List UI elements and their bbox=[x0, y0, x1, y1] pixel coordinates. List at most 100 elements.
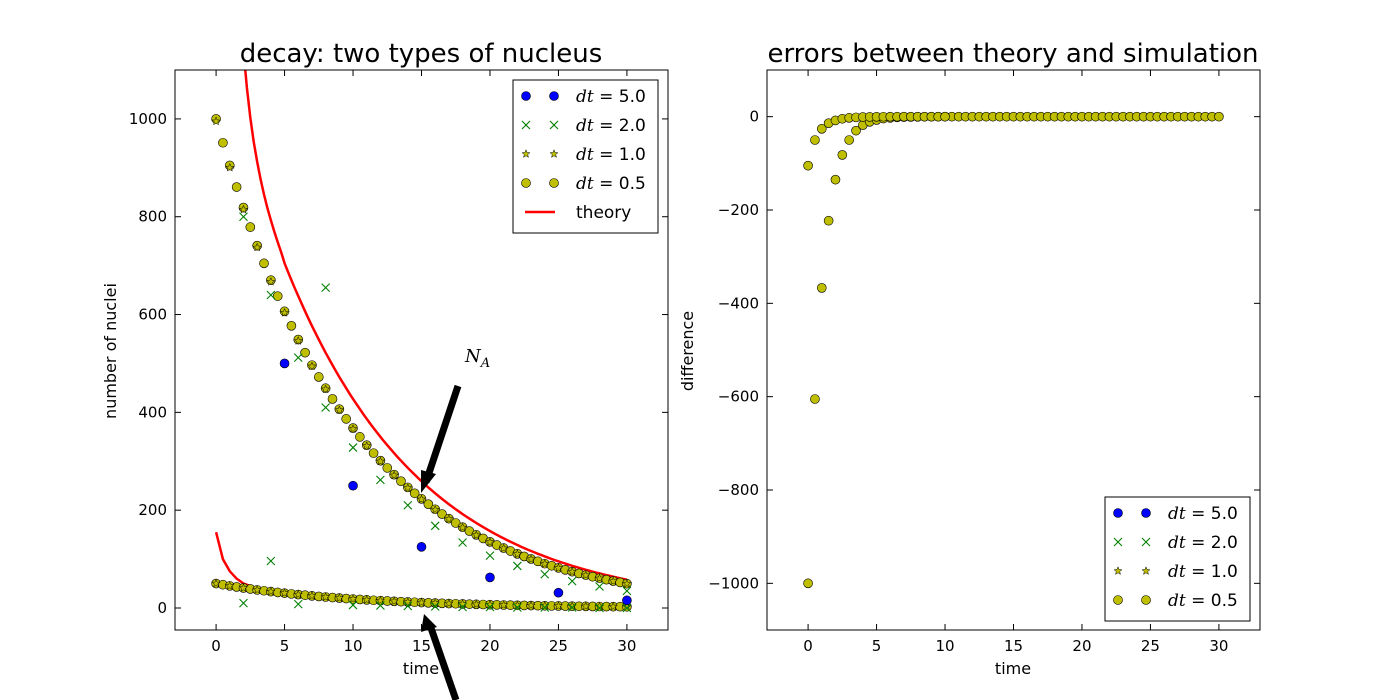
point-dt1-NB bbox=[348, 594, 358, 603]
plot1-ylabel: number of nuclei bbox=[101, 283, 120, 419]
point-dt2-NA bbox=[540, 569, 550, 579]
annotation-NA-sub: A bbox=[480, 356, 490, 371]
point-dt1-NA bbox=[526, 554, 536, 564]
error-point-NA bbox=[810, 394, 820, 404]
plot2-legend-marker bbox=[1113, 537, 1123, 547]
theory-line-NA bbox=[244, 70, 628, 581]
point-dt05-NA bbox=[355, 432, 365, 442]
plot2-ytick-label: −600 bbox=[718, 388, 759, 406]
plot2-xtick-label: 10 bbox=[935, 637, 954, 655]
plot2-ytick-label: 0 bbox=[749, 108, 759, 126]
plot2-xlabel: time bbox=[995, 659, 1031, 678]
point-dt05-NA bbox=[382, 463, 393, 473]
point-dt2-NA bbox=[321, 403, 331, 412]
point-dt1-NB bbox=[375, 595, 386, 605]
plot2-legend-label-eq: = bbox=[1186, 562, 1211, 582]
annotation-arrow-NA bbox=[422, 384, 462, 484]
point-dt2-NA bbox=[403, 500, 413, 510]
point-dt2-NB bbox=[239, 598, 248, 608]
plot2-legend-label: dt = 1.0 bbox=[1168, 562, 1238, 582]
plot1-legend-marker bbox=[549, 91, 559, 101]
point-dt2-NA bbox=[293, 353, 303, 362]
point-dt1-NA bbox=[553, 563, 564, 573]
plot1-xtick-label: 5 bbox=[280, 637, 290, 655]
point-dt1-NA bbox=[457, 522, 468, 532]
point-dt1-NB bbox=[389, 596, 399, 606]
point-dt2-NB bbox=[266, 556, 276, 566]
plot1-legend-marker bbox=[549, 120, 559, 130]
point-dt2-NA bbox=[485, 551, 495, 561]
point-dt5 bbox=[279, 358, 290, 369]
plot1-ytick-label: 600 bbox=[138, 306, 167, 324]
point-dt1-NA bbox=[375, 456, 386, 466]
point-dt2-NB bbox=[348, 600, 358, 610]
plot2-xtick-label: 20 bbox=[1072, 637, 1091, 655]
error-point-NB bbox=[803, 160, 813, 171]
plot1-legend-label: dt = 2.0 bbox=[576, 116, 646, 136]
plot1-xtick-label: 20 bbox=[480, 637, 499, 655]
point-dt2-NA bbox=[376, 475, 385, 485]
point-dt1-NA bbox=[430, 504, 440, 514]
point-dt05-NA bbox=[259, 258, 269, 269]
plot1-legend-label: dt = 0.5 bbox=[576, 174, 646, 194]
point-dt1-NB bbox=[279, 588, 290, 598]
plot1-ytick-label: 400 bbox=[138, 403, 167, 421]
plot2-legend-box bbox=[1104, 496, 1251, 622]
annotation-NA-main: N bbox=[464, 346, 482, 367]
point-dt2-NB bbox=[293, 599, 303, 609]
point-dt05-NA bbox=[245, 222, 256, 232]
annotation-NA-label: NA bbox=[464, 346, 490, 371]
point-dt1-NA bbox=[362, 441, 372, 450]
annotation-arrowhead-NA bbox=[421, 470, 436, 493]
point-dt1-NB bbox=[334, 593, 344, 603]
plot1-xtick-label: 0 bbox=[211, 637, 221, 655]
point-dt1-NB bbox=[252, 584, 262, 594]
point-dt1-NA bbox=[266, 276, 276, 286]
point-dt2-NA bbox=[567, 576, 577, 586]
plot2-legend-label: dt = 5.0 bbox=[1168, 504, 1238, 524]
plot-decay: decay: two types of nucleus time number … bbox=[101, 39, 669, 700]
point-dt05-NA bbox=[218, 137, 228, 148]
point-dt2-NA bbox=[512, 561, 522, 571]
point-dt1-NB bbox=[403, 597, 413, 606]
point-dt1-NA bbox=[348, 424, 358, 433]
annotation-arrowhead-NB bbox=[421, 614, 437, 632]
plot1-legend-marker bbox=[521, 91, 531, 101]
plot2-xtick-label: 15 bbox=[1004, 637, 1023, 655]
plot2-ylabel: difference bbox=[678, 311, 697, 391]
point-dt05-NA bbox=[313, 372, 324, 382]
plot1-legend-marker bbox=[521, 178, 531, 188]
plot2-ytick-label: −400 bbox=[718, 294, 759, 312]
plot2-legend-marker bbox=[1141, 537, 1151, 547]
point-dt2-NB bbox=[622, 603, 632, 613]
point-dt05-NA bbox=[396, 476, 406, 487]
plot-errors: errors between theory and simulation tim… bbox=[678, 39, 1261, 678]
point-dt1-NB bbox=[320, 592, 331, 601]
point-dt1-NB bbox=[444, 598, 454, 608]
plot2-legend-label-value: 5.0 bbox=[1211, 504, 1238, 524]
plot1-legend-marker bbox=[521, 120, 531, 130]
plot2-legend-label-var: dt bbox=[1168, 533, 1186, 553]
point-dt1-NA bbox=[320, 384, 331, 394]
point-dt2-NB bbox=[540, 603, 550, 612]
point-dt1-NA bbox=[416, 494, 427, 504]
error-point-NB bbox=[816, 124, 827, 134]
plot1-legend-label-value: 0.5 bbox=[619, 174, 646, 194]
plot2-ticks: 0 5 10 15 20 25 30 0 −200 −400 −600 −800 −1000 bbox=[708, 70, 1260, 655]
point-dt5 bbox=[485, 572, 495, 583]
point-dt2-NB bbox=[403, 601, 413, 611]
plot1-xtick-label: 30 bbox=[617, 637, 636, 655]
point-dt1-NA bbox=[403, 483, 413, 492]
error-point-NA bbox=[1214, 111, 1224, 122]
plot1-xtick-label: 10 bbox=[343, 637, 362, 655]
point-dt05-NA bbox=[231, 182, 242, 192]
point-dt2-NA bbox=[430, 521, 440, 531]
point-dt05-NA bbox=[437, 509, 447, 519]
plot2-xtick-label: 25 bbox=[1141, 637, 1160, 655]
point-dt2-NB bbox=[567, 603, 577, 612]
plot1-ytick-label: 0 bbox=[157, 599, 167, 617]
point-dt2-NA bbox=[458, 538, 467, 547]
plot1-legend-label-var: dt bbox=[576, 145, 594, 165]
point-dt1-NA bbox=[252, 242, 262, 252]
plot1-legend-label: theory bbox=[576, 203, 631, 223]
